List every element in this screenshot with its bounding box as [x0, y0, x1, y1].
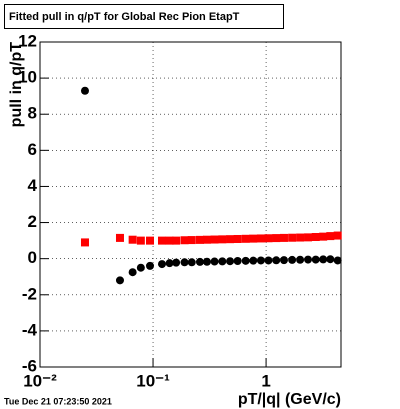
marker: [279, 256, 288, 265]
marker: [157, 236, 166, 245]
marker: [202, 235, 211, 244]
marker: [226, 257, 235, 266]
marker: [180, 258, 189, 267]
marker: [195, 235, 204, 244]
marker: [210, 235, 219, 244]
marker: [195, 257, 204, 266]
marker: [115, 276, 124, 285]
marker: [319, 255, 328, 264]
marker: [249, 234, 258, 243]
marker: [256, 256, 265, 265]
x-tick-label: 10⁻¹: [136, 371, 170, 390]
chart-title: Fitted pull in q/pT for Global Rec Pion …: [9, 11, 240, 23]
marker: [233, 234, 242, 243]
marker: [172, 258, 181, 267]
marker: [272, 234, 281, 243]
marker: [311, 233, 320, 241]
y-tick-label: 0: [28, 248, 37, 267]
marker: [136, 263, 145, 272]
marker: [288, 233, 297, 242]
marker: [333, 231, 342, 240]
marker: [326, 232, 335, 241]
y-tick-label: 4: [28, 176, 38, 195]
marker: [180, 236, 189, 245]
marker: [218, 235, 227, 244]
marker: [226, 235, 235, 244]
y-tick-label: 10: [18, 68, 37, 87]
x-axis-label: pT/|q| (GeV/c): [238, 391, 341, 408]
y-tick-label: 2: [28, 212, 37, 231]
marker: [172, 236, 181, 245]
x-tick-label: 10⁻²: [23, 371, 57, 390]
marker: [165, 259, 174, 268]
marker: [264, 234, 273, 243]
timestamp: Tue Dec 21 07:23:50 2021: [4, 396, 112, 406]
marker: [146, 236, 155, 245]
marker: [218, 257, 227, 266]
marker: [187, 236, 196, 245]
marker: [80, 238, 89, 247]
marker: [288, 255, 297, 264]
marker: [202, 257, 211, 266]
marker: [279, 233, 288, 242]
marker: [187, 258, 196, 267]
x-tick-label: 1: [261, 371, 270, 390]
y-axis-label: pull in q/pT: [8, 42, 25, 128]
marker: [304, 255, 313, 264]
marker: [264, 256, 273, 265]
marker: [241, 234, 250, 243]
y-tick-label: -4: [22, 320, 38, 339]
marker: [319, 232, 328, 241]
marker: [256, 234, 265, 243]
marker: [165, 236, 174, 245]
marker: [272, 256, 281, 265]
marker: [296, 255, 305, 264]
marker: [249, 256, 258, 265]
y-tick-label: 12: [18, 31, 37, 50]
y-tick-label: -2: [22, 284, 37, 303]
y-tick-label: 8: [28, 104, 37, 123]
marker: [80, 86, 89, 95]
y-tick-label: 6: [28, 140, 37, 159]
marker: [157, 260, 166, 269]
marker: [333, 256, 342, 265]
marker: [136, 236, 145, 245]
marker: [233, 257, 242, 266]
y-tick-label: -6: [22, 356, 37, 375]
title-box: [4, 4, 284, 29]
marker: [115, 233, 124, 242]
marker: [326, 255, 335, 264]
marker: [128, 268, 137, 277]
marker: [241, 256, 250, 265]
plot-frame: [39, 41, 342, 368]
marker: [296, 233, 305, 242]
marker: [146, 261, 155, 270]
marker: [128, 235, 137, 244]
marker: [304, 233, 313, 242]
marker: [210, 257, 219, 266]
marker: [311, 255, 320, 264]
